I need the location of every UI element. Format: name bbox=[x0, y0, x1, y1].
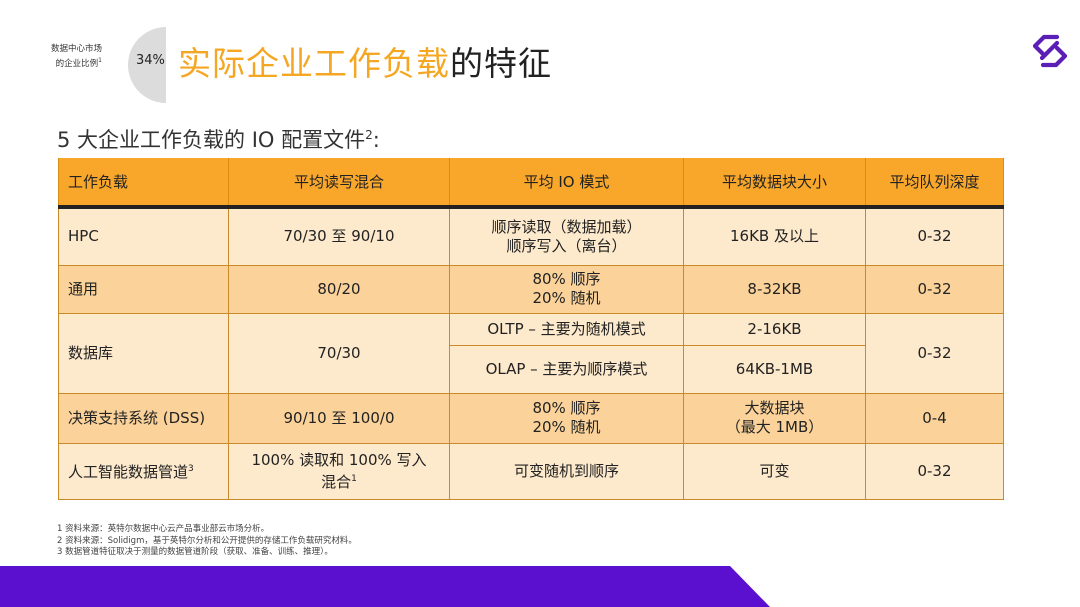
cell-mix: 90/10 至 100/0 bbox=[228, 392, 450, 444]
table-header-row: 工作负载 平均读写混合 平均 IO 模式 平均数据块大小 平均队列深度 bbox=[58, 158, 1004, 209]
cell-block: 8-32KB bbox=[683, 264, 866, 314]
cell-qd: 0-32 bbox=[865, 206, 1004, 266]
table-row-hpc: HPC 70/30 至 90/10 顺序读取（数据加载） 顺序写入（离台） 16K… bbox=[58, 206, 1004, 266]
cell-block: 可变 bbox=[683, 442, 866, 500]
cell-mix: 70/30 bbox=[228, 312, 450, 394]
cell-pattern: 80% 顺序 20% 随机 bbox=[449, 264, 684, 314]
cell-qd: 0-32 bbox=[865, 264, 1004, 314]
cell-pattern: 80% 顺序 20% 随机 bbox=[449, 392, 684, 444]
footer-band bbox=[0, 566, 770, 607]
cell-pattern-oltp: OLTP – 主要为随机模式 bbox=[449, 312, 684, 346]
cell-workload: 数据库 bbox=[58, 312, 229, 394]
cell-mix: 100% 读取和 100% 写入 混合1 bbox=[228, 442, 450, 500]
cell-workload: 通用 bbox=[58, 264, 229, 314]
header-queue-depth: 平均队列深度 bbox=[865, 158, 1004, 209]
cell-qd: 0-32 bbox=[865, 312, 1004, 394]
cell-block: 大数据块 （最大 1MB） bbox=[683, 392, 866, 444]
header-io-pattern: 平均 IO 模式 bbox=[449, 158, 684, 209]
header-workload: 工作负载 bbox=[58, 158, 229, 209]
header-block-size: 平均数据块大小 bbox=[683, 158, 866, 209]
cell-qd: 0-32 bbox=[865, 442, 1004, 500]
header-rw-mix: 平均读写混合 bbox=[228, 158, 450, 209]
table-row-ai-pipeline: 人工智能数据管道3 100% 读取和 100% 写入 混合1 可变随机到顺序 可变… bbox=[58, 442, 1004, 500]
footnote: 2 资料来源：Solidigm，基于英特尔分析和公开提供的存储工作负载研究材料。 bbox=[57, 535, 357, 546]
table-row-general: 通用 80/20 80% 顺序 20% 随机 8-32KB 0-32 bbox=[58, 264, 1004, 314]
page-title: 实际企业工作负载的特征 bbox=[178, 44, 552, 83]
cell-pattern: 顺序读取（数据加载） 顺序写入（离台） bbox=[449, 206, 684, 266]
table-row-database-olap: OLAP – 主要为顺序模式 64KB-1MB bbox=[59, 344, 1004, 394]
footnote: 1 资料来源：英特尔数据中心云产品事业部云市场分析。 bbox=[57, 524, 270, 534]
cell-mix: 80/20 bbox=[228, 264, 450, 314]
footnotes: 1 资料来源：英特尔数据中心云产品事业部云市场分析。 2 资料来源：Solidi… bbox=[57, 524, 357, 559]
table-subtitle: 5 大企业工作负载的 IO 配置文件2: bbox=[57, 128, 380, 152]
solidigm-logo-icon bbox=[1032, 34, 1068, 68]
io-profile-table: 工作负载 平均读写混合 平均 IO 模式 平均数据块大小 平均队列深度 HPC … bbox=[58, 158, 1004, 500]
cell-workload: 人工智能数据管道3 bbox=[58, 442, 229, 500]
cell-workload: 决策支持系统 (DSS) bbox=[58, 392, 229, 444]
footnote: 3 数据管道特征取决于测量的数据管道阶段（获取、准备、训练、推理）。 bbox=[57, 547, 333, 557]
table-row-dss: 决策支持系统 (DSS) 90/10 至 100/0 80% 顺序 20% 随机 … bbox=[58, 392, 1004, 444]
market-share-pie bbox=[128, 27, 166, 103]
table-row-database: 数据库 70/30 OLTP – 主要为随机模式 2-16KB 0-32 bbox=[58, 312, 1004, 394]
cell-mix: 70/30 至 90/10 bbox=[228, 206, 450, 266]
cell-workload: HPC bbox=[58, 206, 229, 266]
cell-block-olap: 64KB-1MB bbox=[683, 344, 866, 394]
market-share-label: 数据中心市场 的企业比例1 bbox=[50, 44, 102, 69]
cell-pattern: 可变随机到顺序 bbox=[449, 442, 684, 500]
cell-block-oltp: 2-16KB bbox=[683, 312, 866, 346]
pie-rest-slice bbox=[128, 27, 166, 103]
market-share-percent: 34% bbox=[136, 53, 165, 68]
cell-qd: 0-4 bbox=[865, 392, 1004, 444]
cell-block: 16KB 及以上 bbox=[683, 206, 866, 266]
cell-pattern-olap: OLAP – 主要为顺序模式 bbox=[449, 344, 684, 394]
